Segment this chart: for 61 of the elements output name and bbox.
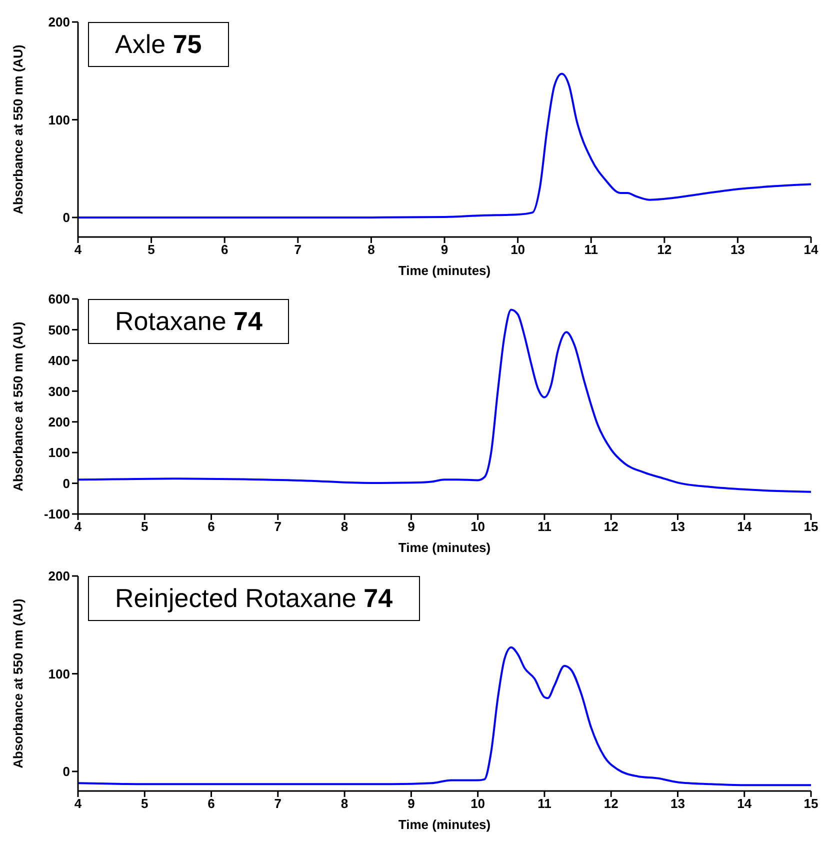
- x-axis-title: Time (minutes): [398, 263, 491, 278]
- x-tick-label: 15: [804, 796, 818, 812]
- x-tick-label: 10: [470, 519, 486, 534]
- x-tick-label: 13: [670, 796, 685, 812]
- y-tick-label: 0: [62, 210, 70, 226]
- x-tick-label: 9: [408, 519, 415, 534]
- chart-title: Reinjected Rotaxane 74: [88, 576, 420, 621]
- x-tick-label: 6: [220, 242, 228, 258]
- y-axis-title: Absorbance at 550 nm (AU): [10, 598, 26, 768]
- x-tick-label: 14: [737, 796, 752, 812]
- x-tick-label: 14: [804, 242, 819, 258]
- x-tick-label: 7: [274, 796, 282, 812]
- y-tick-label: -100: [44, 506, 70, 522]
- y-axis-title: Absorbance at 550 nm (AU): [10, 44, 26, 214]
- x-tick-label: 4: [74, 796, 82, 812]
- x-tick-label: 11: [584, 242, 598, 258]
- x-tick-label: 4: [74, 242, 82, 258]
- x-tick-label: 8: [340, 796, 348, 812]
- x-tick-label: 9: [408, 796, 415, 812]
- x-tick-label: 5: [141, 519, 148, 534]
- y-tick-label: 100: [48, 112, 70, 128]
- x-tick-label: 5: [141, 796, 148, 812]
- y-axis-title: Absorbance at 550 nm (AU): [10, 322, 26, 492]
- y-tick-label: 200: [48, 414, 70, 430]
- x-tick-label: 13: [730, 242, 745, 258]
- x-tick-label: 11: [538, 796, 552, 812]
- line-series: [78, 308, 811, 493]
- x-tick-label: 5: [148, 242, 155, 258]
- y-tick-label: 600: [48, 292, 70, 307]
- x-axis-title: Time (minutes): [398, 540, 491, 555]
- chart-title: Rotaxane 74: [88, 299, 290, 344]
- y-tick-label: 500: [48, 322, 70, 338]
- line-series: [78, 72, 811, 218]
- x-tick-label: 4: [74, 519, 82, 534]
- x-tick-label: 15: [804, 519, 818, 534]
- line-series: [78, 646, 811, 786]
- x-tick-label: 6: [208, 519, 215, 534]
- x-tick-label: 6: [208, 796, 215, 812]
- x-tick-label: 10: [510, 242, 526, 258]
- x-tick-label: 12: [604, 796, 618, 812]
- x-tick-label: 7: [274, 519, 282, 534]
- x-tick-label: 12: [604, 519, 618, 534]
- y-tick-label: 300: [48, 384, 70, 399]
- chart-title: Axle 75: [88, 22, 229, 67]
- y-tick-label: 400: [48, 353, 70, 368]
- y-tick-label: 100: [48, 666, 70, 682]
- x-tick-label: 14: [737, 519, 752, 534]
- x-tick-label: 7: [294, 242, 302, 258]
- x-tick-label: 13: [670, 519, 685, 534]
- x-tick-label: 10: [470, 796, 486, 812]
- y-tick-label: 200: [48, 14, 70, 30]
- x-tick-label: 11: [538, 519, 552, 534]
- y-tick-label: 0: [62, 476, 70, 491]
- y-tick-label: 100: [48, 445, 70, 460]
- x-tick-label: 12: [657, 242, 672, 258]
- x-axis-title: Time (minutes): [398, 817, 491, 832]
- x-tick-label: 8: [368, 242, 375, 258]
- x-tick-label: 8: [340, 519, 348, 534]
- y-tick-label: 200: [48, 568, 70, 584]
- x-tick-label: 9: [440, 242, 448, 258]
- y-tick-label: 0: [62, 764, 70, 780]
